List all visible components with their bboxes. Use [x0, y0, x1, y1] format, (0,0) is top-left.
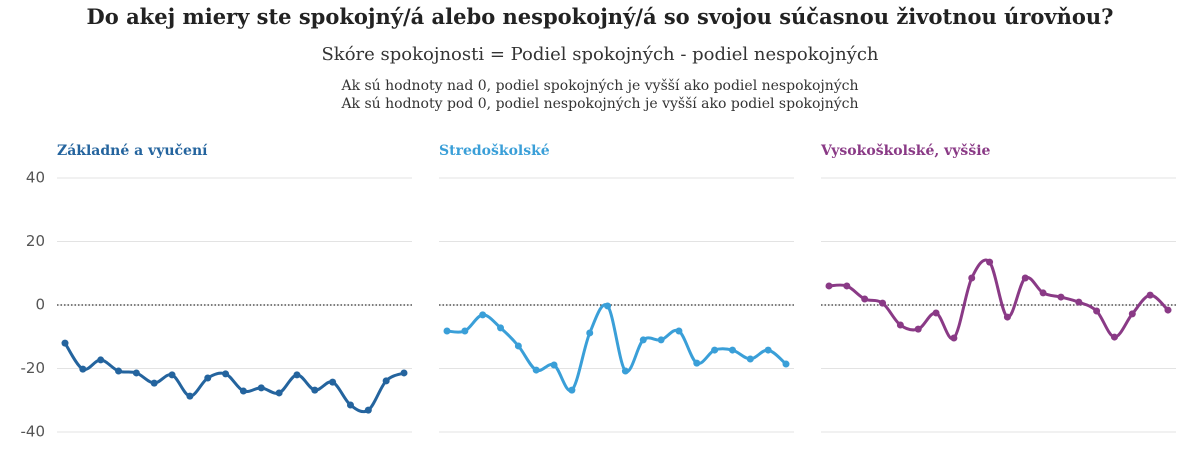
y-tick-label: 20 — [26, 232, 45, 250]
data-point — [879, 299, 887, 307]
data-point — [204, 374, 212, 382]
series-line — [828, 258, 1170, 341]
panel-title: Stredoškolské — [439, 143, 550, 159]
data-point — [728, 346, 736, 354]
data-point — [568, 386, 576, 394]
data-point — [97, 356, 105, 364]
data-point — [346, 401, 354, 409]
data-point — [657, 336, 665, 344]
data-point — [639, 336, 647, 344]
data-point — [711, 346, 719, 354]
data-point — [1110, 333, 1118, 341]
data-point — [1128, 310, 1136, 318]
data-point — [115, 367, 123, 375]
data-point — [497, 324, 505, 332]
data-point — [443, 327, 451, 335]
data-point — [400, 369, 408, 377]
data-point — [293, 371, 301, 379]
data-point — [275, 389, 283, 397]
data-point — [843, 282, 851, 290]
data-point — [986, 258, 994, 266]
data-point — [257, 384, 265, 392]
data-point — [61, 339, 69, 347]
data-point — [621, 367, 629, 375]
data-point — [150, 379, 158, 387]
data-point — [1093, 307, 1101, 315]
data-point — [693, 359, 701, 367]
data-point — [514, 342, 522, 350]
data-point — [1057, 293, 1065, 301]
data-point — [382, 377, 390, 385]
y-tick-label: 40 — [26, 169, 45, 187]
data-point — [550, 361, 558, 369]
data-point — [79, 365, 87, 373]
data-point — [604, 302, 612, 310]
data-point — [746, 355, 754, 363]
data-point — [764, 346, 772, 354]
data-point — [782, 360, 790, 368]
data-point — [1075, 298, 1083, 306]
panel-title: Vysokoškolské, vyššie — [820, 143, 991, 159]
data-point — [932, 309, 940, 317]
data-point — [1021, 274, 1029, 282]
data-point — [896, 321, 904, 329]
data-point — [132, 369, 140, 377]
y-tick-label: 0 — [35, 296, 45, 314]
data-point — [532, 366, 540, 374]
data-point — [222, 370, 230, 378]
data-point — [675, 327, 683, 335]
note: Ak sú hodnoty pod 0, podiel nespokojných… — [340, 95, 858, 112]
data-point — [311, 386, 319, 394]
y-tick-label: -20 — [21, 359, 46, 377]
data-point — [329, 378, 337, 386]
data-point — [239, 387, 247, 395]
y-tick-label: -40 — [21, 423, 46, 441]
data-point — [168, 371, 176, 379]
series-line — [446, 303, 787, 393]
panel-title: Základné a vyučení — [57, 143, 208, 159]
data-point — [825, 282, 833, 290]
data-point — [186, 392, 194, 400]
chart-subtitle: Skóre spokojnosti = Podiel spokojných - … — [321, 44, 878, 65]
data-point — [968, 274, 976, 282]
data-point — [1164, 306, 1172, 314]
note: Ak sú hodnoty nad 0, podiel spokojných j… — [340, 77, 858, 94]
data-point — [1146, 291, 1154, 299]
data-point — [1039, 289, 1047, 297]
data-point — [461, 327, 469, 335]
data-point — [479, 311, 487, 319]
data-point — [914, 325, 922, 333]
data-point — [1003, 313, 1011, 321]
data-point — [861, 295, 869, 303]
data-point — [364, 406, 372, 414]
chart-title: Do akej miery ste spokojný/á alebo nespo… — [87, 4, 1114, 29]
data-point — [586, 329, 594, 337]
data-point — [950, 334, 958, 342]
series-line — [63, 342, 405, 414]
